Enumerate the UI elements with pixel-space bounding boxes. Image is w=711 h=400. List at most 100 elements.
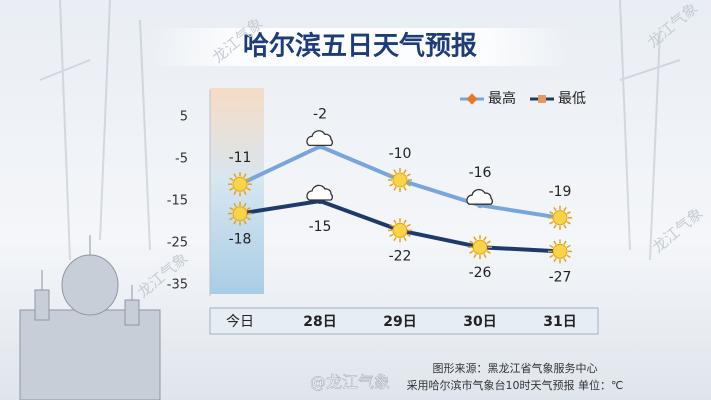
sun-disc — [552, 210, 568, 226]
sun-ray — [566, 221, 571, 225]
sun-ray — [553, 240, 557, 245]
sun-ray — [246, 206, 251, 211]
value-label: -15 — [309, 219, 332, 235]
legend-label: 最低 — [558, 91, 586, 107]
chart-title: 哈尔滨五日天气预报 — [243, 31, 477, 62]
sun-ray — [473, 253, 477, 258]
sun-ray — [469, 250, 474, 254]
sun-ray — [243, 173, 247, 178]
sun-icon — [548, 239, 572, 264]
sun-ray — [233, 190, 237, 195]
sun-ray — [243, 202, 247, 208]
sun-disc — [552, 243, 568, 259]
sun-ray — [406, 173, 411, 177]
sun-ray — [393, 186, 397, 191]
sun-ray — [403, 186, 407, 191]
x-tick-label: 31日 — [543, 314, 576, 330]
sun-ray — [483, 253, 487, 258]
x-tick-label: 28日 — [303, 314, 336, 330]
cloud-icon — [466, 189, 493, 205]
sun-ray — [243, 220, 247, 225]
sun-ray — [229, 187, 234, 191]
sun-ray — [233, 220, 237, 225]
sun-ray — [389, 223, 394, 228]
sun-icon — [228, 172, 252, 197]
x-tick-label: 29日 — [383, 314, 416, 330]
x-tick-label: 30日 — [463, 314, 496, 330]
sun-ray — [403, 236, 407, 242]
y-tick-label: 5 — [180, 110, 188, 125]
sun-icon — [388, 168, 412, 192]
sun-ray — [563, 257, 567, 263]
sun-disc — [232, 176, 248, 192]
sun-ray — [549, 244, 554, 249]
sun-ray — [246, 187, 251, 191]
sun-ray — [406, 233, 411, 238]
value-label: -26 — [469, 265, 492, 281]
sun-icon — [388, 218, 412, 243]
sun-ray — [246, 177, 251, 181]
sun-ray — [486, 240, 491, 244]
sun-disc — [472, 239, 488, 255]
sun-ray — [406, 223, 411, 228]
sun-ray — [553, 257, 557, 263]
sun-ray — [229, 206, 234, 211]
sun-ray — [393, 169, 397, 174]
sun-ray — [566, 211, 571, 215]
sun-ray — [553, 207, 557, 212]
source: 图形来源：黑龙江省气象服务中心 — [433, 361, 598, 375]
sun-ray — [233, 173, 237, 178]
sun-ray — [393, 236, 397, 242]
sun-ray — [246, 216, 251, 221]
title-band — [150, 28, 570, 66]
sun-ray — [483, 236, 487, 241]
sun-ray — [566, 244, 571, 249]
legend-marker — [538, 95, 546, 103]
cloud-icon — [306, 184, 333, 201]
cathedral — [19, 235, 161, 400]
trees — [39, 0, 681, 261]
credit: @龙江气象 — [310, 373, 390, 392]
note: 采用哈尔滨市气象台10时天气预报 单位：℃ — [407, 378, 624, 392]
y-tick-label: -35 — [167, 278, 188, 293]
sun-ray — [389, 173, 394, 177]
sun-ray — [553, 224, 557, 229]
y-tick-label: -25 — [167, 236, 188, 251]
value-label: -22 — [389, 248, 412, 264]
value-label: -18 — [229, 232, 252, 248]
sun-disc — [392, 172, 408, 188]
sun-ray — [403, 169, 407, 174]
sun-icon — [468, 235, 492, 260]
sun-ray — [403, 219, 407, 224]
sun-ray — [473, 236, 477, 241]
sun-ray — [469, 240, 474, 244]
value-label: -16 — [469, 165, 492, 181]
sun-ray — [406, 183, 411, 187]
sun-ray — [563, 240, 567, 245]
sun-disc — [232, 206, 248, 222]
sun-ray — [229, 177, 234, 181]
sun-icon — [548, 205, 572, 230]
sun-ray — [229, 216, 234, 221]
sun-ray — [549, 211, 554, 215]
value-label: -27 — [549, 269, 572, 285]
value-label: -2 — [313, 106, 327, 122]
cloud-icon — [306, 130, 333, 147]
value-label: -19 — [549, 184, 572, 200]
sun-ray — [243, 190, 247, 195]
sun-ray — [389, 233, 394, 238]
sun-ray — [563, 224, 567, 229]
sun-ray — [393, 219, 397, 224]
sun-ray — [549, 254, 554, 259]
x-tick-label: 今日 — [226, 314, 254, 330]
legend-label: 最高 — [488, 90, 516, 107]
sun-ray — [389, 183, 394, 187]
sun-ray — [486, 250, 491, 254]
sun-ray — [233, 202, 237, 208]
sun-icon — [228, 201, 252, 226]
sun-disc — [392, 222, 408, 238]
value-label: -11 — [229, 150, 252, 166]
sun-ray — [566, 254, 571, 259]
value-label: -10 — [389, 146, 412, 162]
